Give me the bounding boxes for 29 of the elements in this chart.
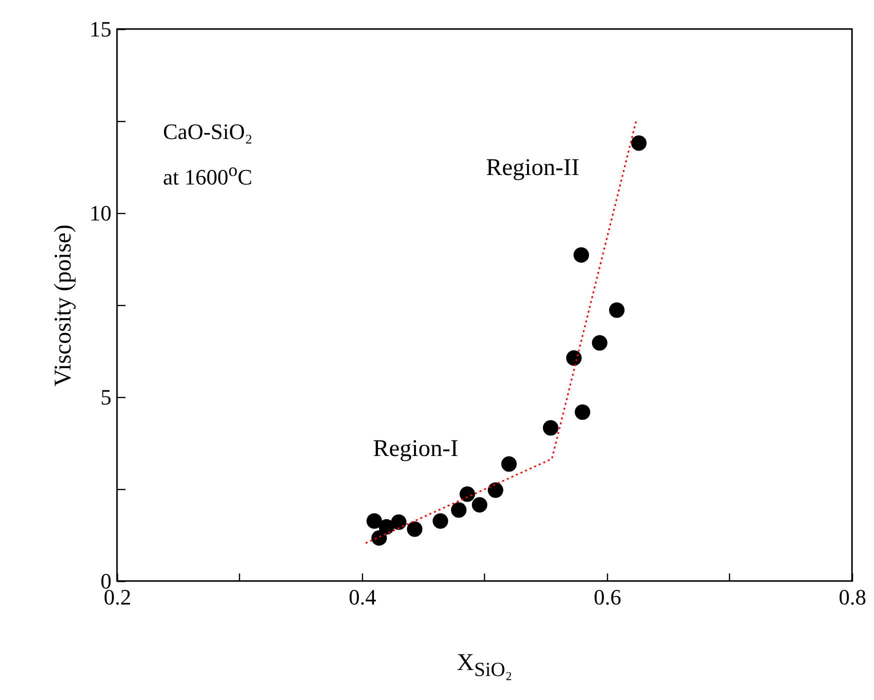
point [460,486,476,502]
annotation: at 1600$^{o}$C [163,160,252,190]
annotation: CaO-SiO₂ [163,119,253,144]
point [574,247,590,263]
point [542,420,558,436]
y-tick-label: 10 [90,200,112,226]
point [566,350,582,366]
point [366,513,382,529]
point [472,497,488,513]
point [609,302,625,318]
y-axis-title: Viscosity (poise) [50,224,76,386]
y-tick-label: 5 [100,384,112,410]
point [391,514,406,530]
annotation: Region-I [373,436,458,462]
x-tick-label: 0.6 [594,584,622,610]
y-tick-label: 15 [90,16,112,42]
point [488,482,504,498]
point [378,519,394,535]
point [406,521,422,537]
x-axis-title: X$_{SiO₂}$ [456,650,514,682]
point [592,335,608,351]
x-tick-label: 0.4 [348,584,376,610]
point [574,404,590,420]
point [501,456,517,472]
point [451,502,467,518]
point [631,135,647,151]
annotation: Region-II [486,155,580,181]
x-tick-label: 0.8 [838,584,866,610]
point [432,513,448,529]
